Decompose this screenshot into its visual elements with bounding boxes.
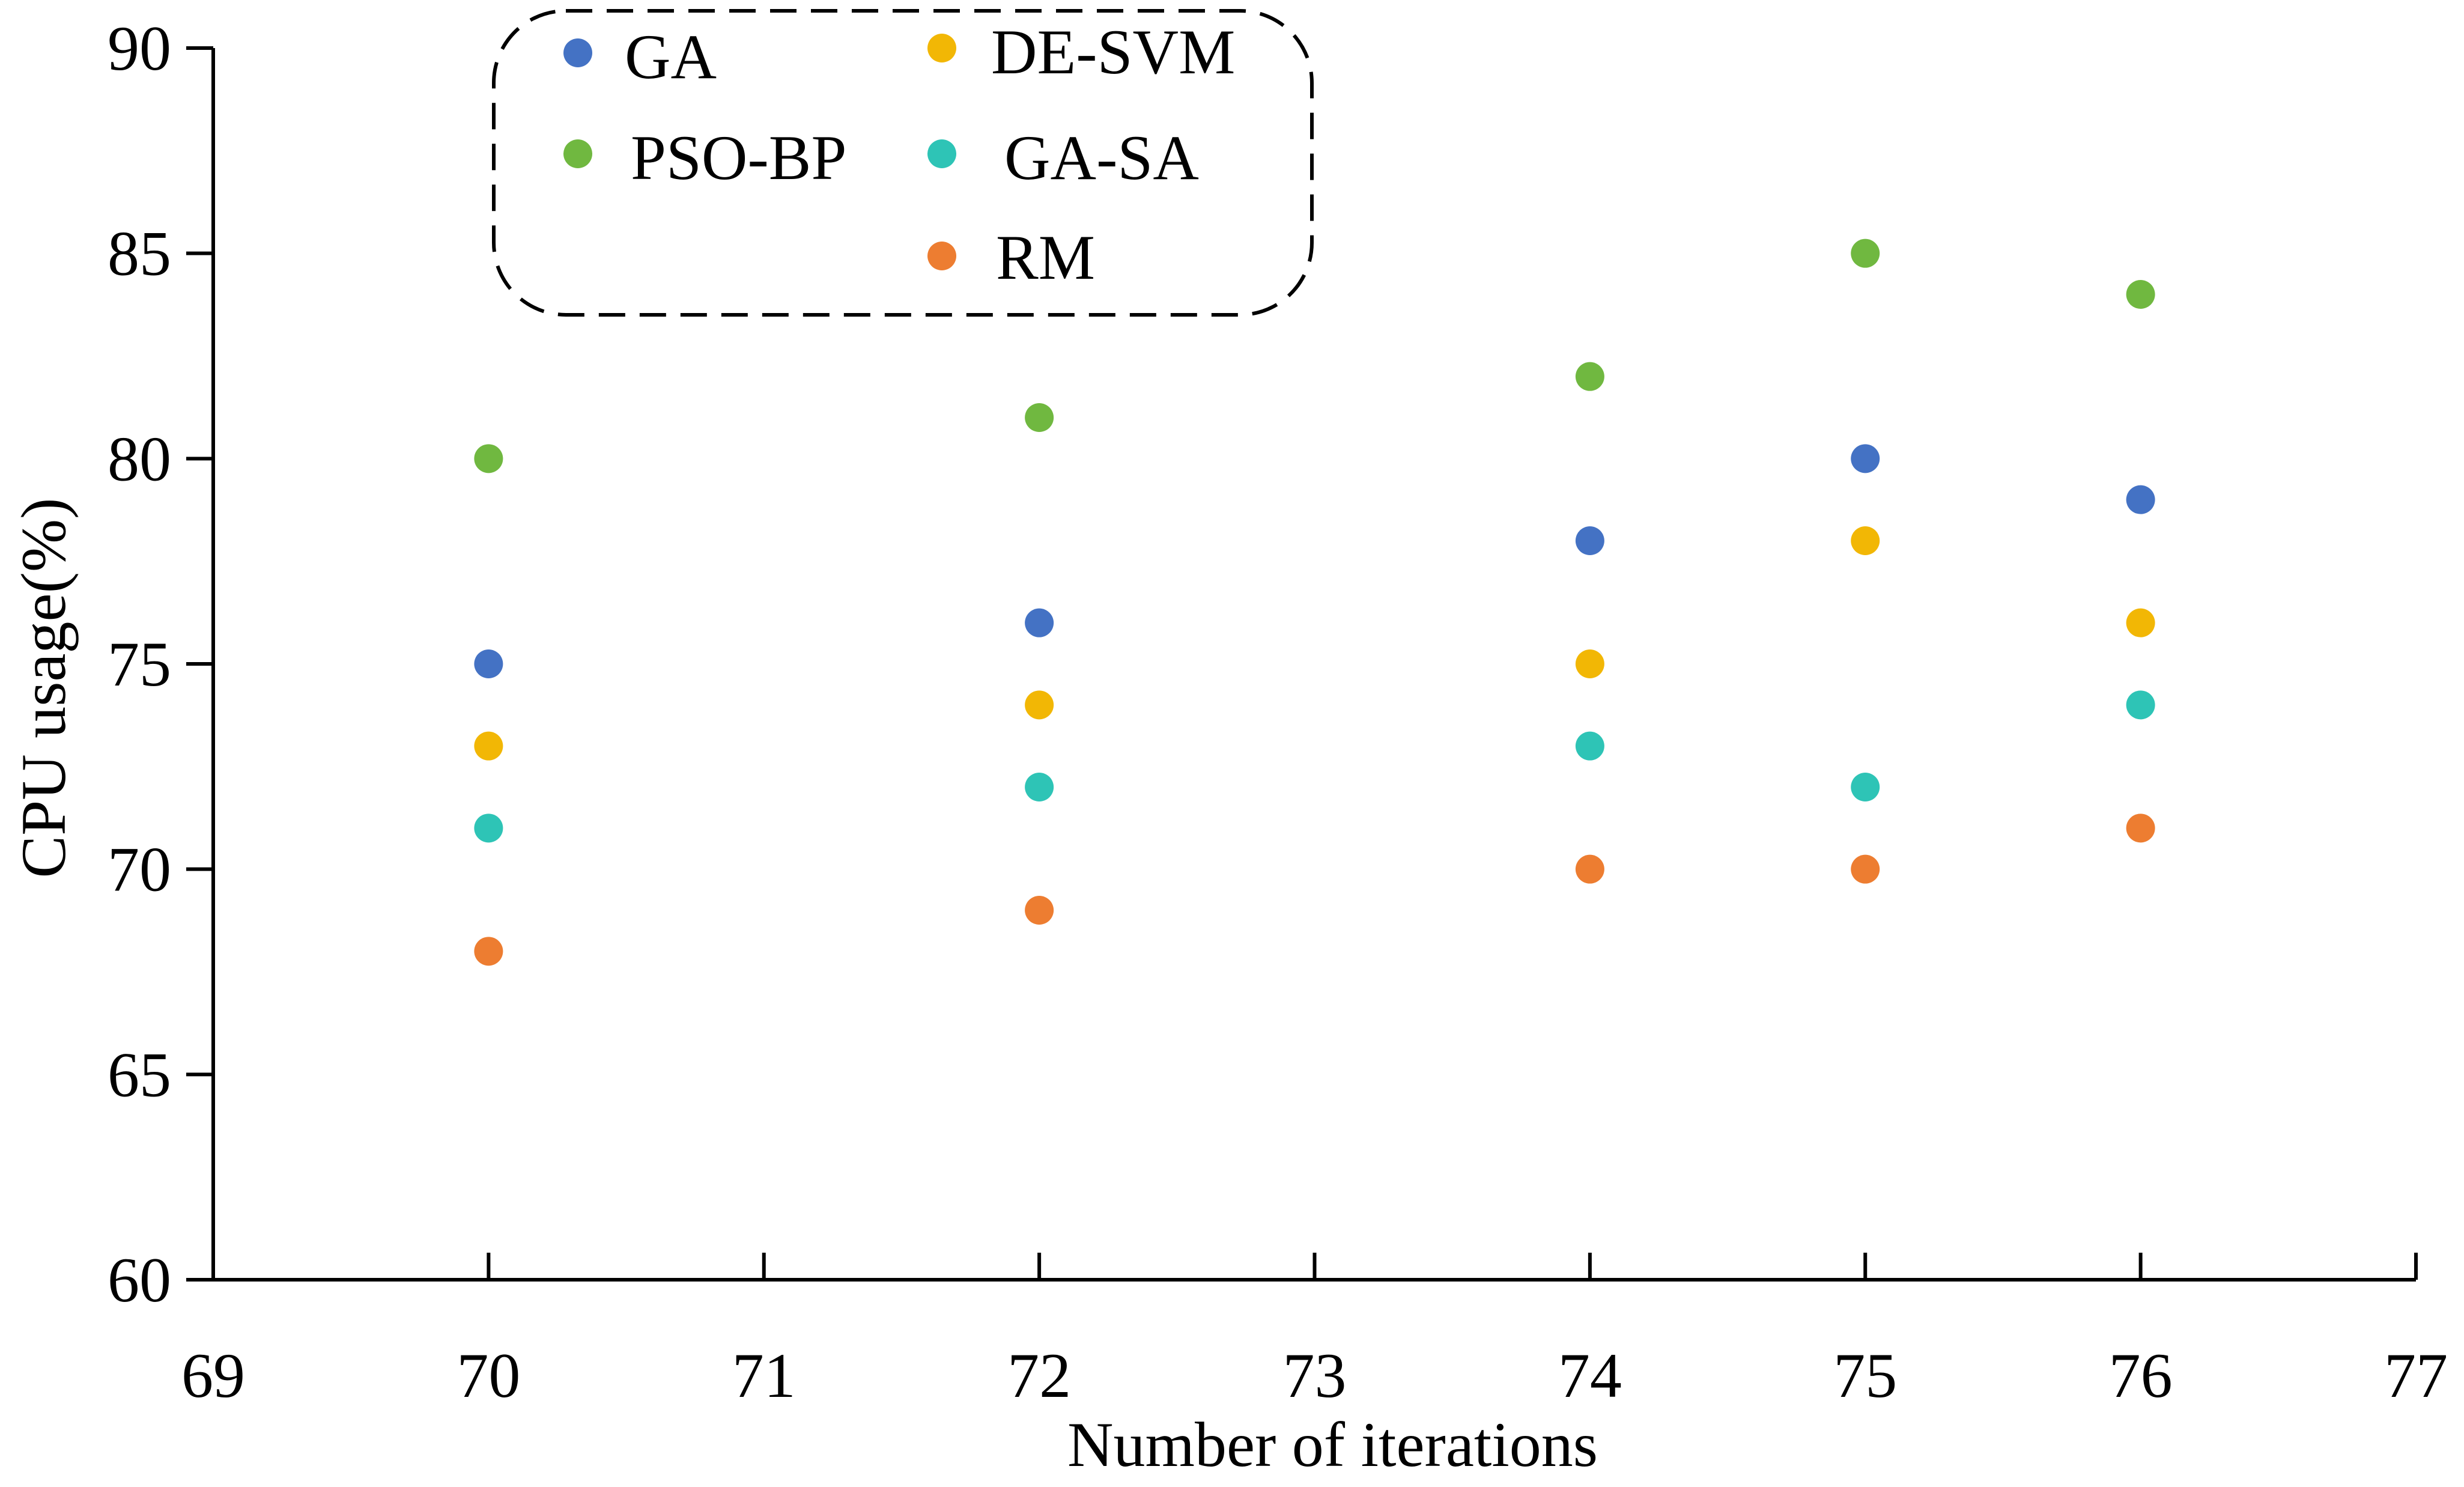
legend: GA DE-SVM PSO-BP GA-SA RM — [492, 9, 1314, 317]
point-de-svm — [1025, 690, 1054, 720]
point-rm — [1575, 854, 1604, 884]
point-rm — [474, 937, 503, 966]
legend-label-pso-bp: PSO-BP — [631, 123, 846, 193]
point-pso-bp — [1575, 362, 1604, 391]
point-ga — [1575, 526, 1604, 555]
y-tick-label: 65 — [108, 1039, 171, 1110]
x-tick-label: 77 — [2384, 1340, 2448, 1411]
point-rm — [1851, 854, 1880, 884]
legend-marker-ga-sa — [927, 139, 956, 168]
point-ga — [2126, 485, 2155, 514]
legend-marker-pso-bp — [563, 139, 592, 168]
x-tick-label: 72 — [1007, 1340, 1071, 1411]
legend-marker-de-svm — [927, 34, 956, 62]
point-ga-sa — [1025, 773, 1054, 801]
point-de-svm — [1575, 649, 1604, 678]
legend-label-rm: RM — [996, 222, 1095, 293]
legend-label-de-svm: DE-SVM — [991, 17, 1235, 87]
data-points — [474, 239, 2155, 966]
point-ga — [1851, 444, 1880, 473]
x-tick-label: 75 — [1833, 1340, 1897, 1411]
point-ga-sa — [474, 813, 503, 843]
legend-label-ga: GA — [625, 22, 717, 92]
legend-box — [492, 9, 1314, 317]
x-axis-ticks: 69 70 71 72 73 74 75 76 77 — [181, 1253, 2448, 1411]
point-de-svm — [2126, 608, 2155, 637]
y-tick-label: 80 — [108, 424, 171, 494]
y-tick-label: 85 — [108, 219, 171, 289]
legend-label-ga-sa: GA-SA — [1004, 123, 1199, 193]
legend-marker-rm — [927, 242, 956, 270]
point-pso-bp — [474, 444, 503, 473]
y-axis-title: CPU usage(%) — [8, 498, 79, 878]
y-tick-label: 75 — [108, 629, 171, 699]
point-ga-sa — [1851, 773, 1880, 801]
point-pso-bp — [1851, 239, 1880, 268]
x-tick-label: 73 — [1283, 1340, 1347, 1411]
legend-marker-ga — [563, 38, 592, 67]
x-tick-label: 74 — [1558, 1340, 1622, 1411]
point-pso-bp — [2126, 280, 2155, 309]
y-tick-label: 90 — [108, 13, 171, 84]
point-ga — [474, 649, 503, 678]
point-pso-bp — [1025, 403, 1054, 432]
point-rm — [2126, 813, 2155, 843]
point-ga-sa — [2126, 690, 2155, 720]
y-tick-label: 60 — [108, 1245, 171, 1315]
point-de-svm — [474, 731, 503, 761]
y-axis-ticks: 60 65 70 75 80 85 90 — [108, 13, 213, 1315]
point-rm — [1025, 896, 1054, 925]
point-ga — [1025, 608, 1054, 637]
x-tick-label: 69 — [181, 1340, 245, 1411]
y-tick-label: 70 — [108, 835, 171, 905]
x-axis-title: Number of iterations — [1067, 1409, 1598, 1480]
x-tick-label: 76 — [2109, 1340, 2173, 1411]
x-tick-label: 71 — [732, 1340, 796, 1411]
point-ga-sa — [1575, 731, 1604, 761]
axes — [211, 48, 2416, 1282]
x-tick-label: 70 — [457, 1340, 520, 1411]
point-de-svm — [1851, 526, 1880, 555]
